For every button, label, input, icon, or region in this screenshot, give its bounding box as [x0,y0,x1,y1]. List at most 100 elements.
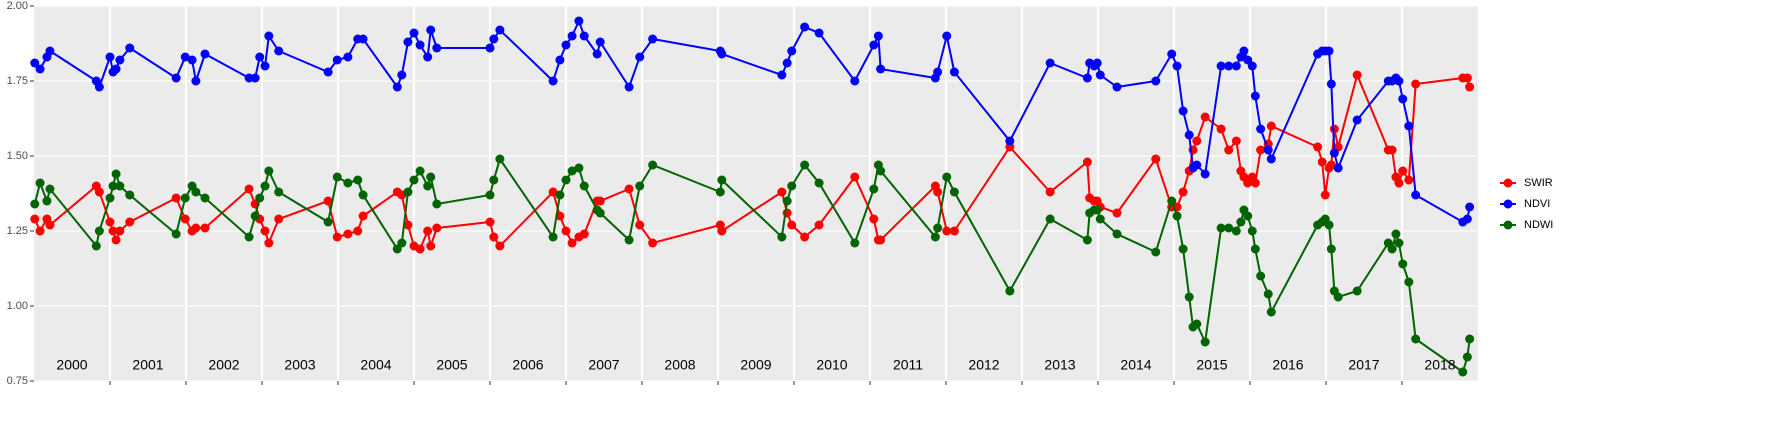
point [648,238,658,248]
year-label: 2013 [1044,357,1075,373]
point [403,187,413,197]
point [1326,160,1336,170]
point [274,214,284,224]
legend-key-point [1503,220,1513,230]
year-label: 2012 [968,357,999,373]
point [343,229,353,239]
point [1404,121,1414,131]
point [1465,82,1475,92]
point [191,187,201,197]
point [1095,214,1105,224]
year-label: 2017 [1348,357,1379,373]
point [94,82,104,92]
year-label: 2003 [284,357,315,373]
point [648,160,658,170]
point [1200,337,1210,347]
point [1200,169,1210,179]
point [105,193,115,203]
point [777,232,787,242]
point [1005,286,1015,296]
point [1082,73,1092,83]
point [323,196,333,206]
year-label: 2018 [1424,357,1455,373]
point [323,217,333,227]
point [125,43,135,53]
point [1045,187,1055,197]
point [415,166,425,176]
point [1184,292,1194,302]
point [1247,226,1257,236]
point [171,73,181,83]
point [567,31,577,41]
point [1112,82,1122,92]
year-label: 2001 [132,357,163,373]
point [171,229,181,239]
point [115,226,125,236]
point [624,235,634,245]
point [403,220,413,230]
point [1333,292,1343,302]
point [200,193,210,203]
point [187,55,197,65]
point [814,178,824,188]
point [1352,115,1362,125]
point [717,175,727,185]
point [260,181,270,191]
point [1458,367,1468,377]
point [332,232,342,242]
point [1172,211,1182,221]
point [358,190,368,200]
point [574,16,584,26]
point [35,226,45,236]
year-label: 2004 [360,357,391,373]
point [1224,145,1234,155]
point [1243,211,1253,221]
point [595,208,605,218]
point [574,163,584,173]
point [426,172,436,182]
point [624,82,634,92]
point [105,52,115,62]
point [949,226,959,236]
point [432,199,442,209]
point [180,193,190,203]
point [45,46,55,56]
point [635,220,645,230]
point [1263,289,1273,299]
point [1092,58,1102,68]
point [942,226,952,236]
point [1247,61,1257,71]
point [409,175,419,185]
point [485,190,495,200]
point [1231,226,1241,236]
point [1266,307,1276,317]
point [264,166,274,176]
point [1192,160,1202,170]
point [800,22,810,32]
year-label: 2007 [588,357,619,373]
point [1394,178,1404,188]
point [260,226,270,236]
point [115,55,125,65]
point [548,76,558,86]
point [1326,79,1336,89]
point [358,34,368,44]
point [1326,244,1336,254]
point [869,40,879,50]
point [1329,124,1339,134]
y-tick-label: 1.00 [7,300,28,312]
point [814,28,824,38]
point [567,238,577,248]
point [1045,214,1055,224]
point [579,229,589,239]
point [1178,187,1188,197]
legend-key-point [1503,199,1513,209]
point [111,64,121,74]
point [800,160,810,170]
point [191,76,201,86]
point [933,187,943,197]
point [423,226,433,236]
point [1256,124,1266,134]
point [595,196,605,206]
